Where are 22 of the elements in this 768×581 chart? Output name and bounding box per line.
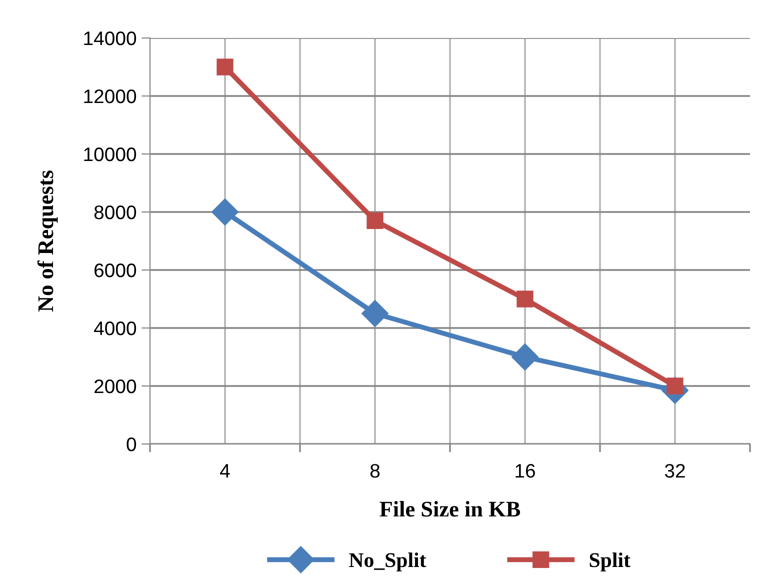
y-tick-label: 10000: [84, 147, 136, 162]
y-tick-label: 4000: [94, 321, 136, 336]
x-tick-label: 8: [370, 464, 380, 478]
y-tick-label: 6000: [94, 263, 136, 278]
y-tick-label: 14000: [84, 31, 136, 46]
legend-label: Split: [590, 552, 630, 572]
x-tick-label: 16: [516, 464, 535, 478]
x-tick-label: 32: [664, 464, 685, 478]
point: [216, 58, 234, 76]
y-tick-label: 0: [126, 437, 136, 452]
y-tick-label: 8000: [94, 205, 136, 220]
point: [212, 198, 238, 226]
point: [366, 212, 384, 230]
legend-label: No_Split: [349, 552, 426, 572]
point: [362, 300, 388, 327]
y-axis-title: No of Requests: [37, 170, 58, 312]
y-tick-label: 12000: [84, 89, 136, 104]
point: [516, 290, 534, 308]
x-axis-title: File Size in KB: [380, 501, 520, 517]
y-tick-label: 2000: [94, 379, 136, 394]
point: [512, 344, 538, 370]
x-tick-label: 4: [220, 464, 230, 478]
